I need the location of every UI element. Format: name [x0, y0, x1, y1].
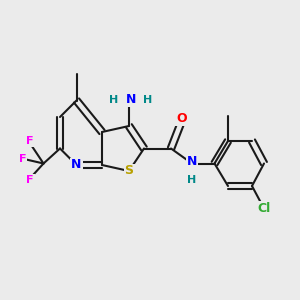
Text: N: N: [187, 154, 197, 168]
Text: S: S: [124, 164, 134, 178]
Text: H: H: [109, 94, 118, 105]
Text: N: N: [126, 93, 136, 106]
Text: H: H: [188, 175, 196, 185]
Text: O: O: [176, 112, 187, 125]
Text: H: H: [143, 94, 152, 105]
Text: F: F: [26, 136, 34, 146]
Text: N: N: [71, 158, 82, 172]
Text: F: F: [19, 154, 26, 164]
Text: F: F: [26, 175, 34, 185]
Text: Cl: Cl: [257, 202, 271, 215]
